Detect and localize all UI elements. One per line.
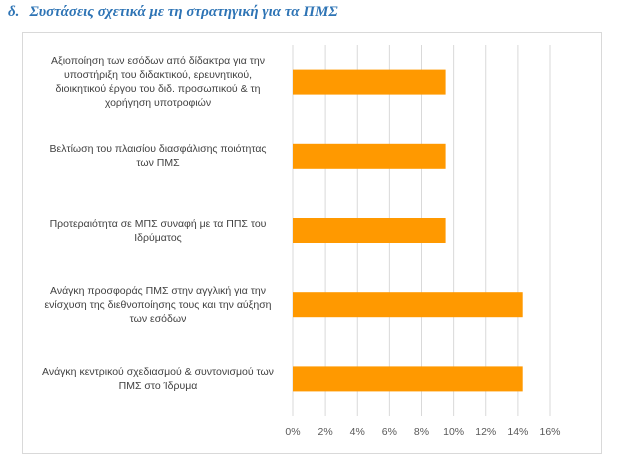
category-label: Βελτίωση του πλαισίου διασφάλισης ποιότη… (49, 143, 267, 170)
x-tick-label: 2% (317, 426, 333, 438)
bar-chart (292, 45, 551, 416)
bar (293, 366, 523, 392)
x-tick-label: 16% (539, 426, 561, 438)
bar (293, 292, 523, 318)
x-tick-label: 10% (443, 426, 465, 438)
bar (293, 143, 446, 169)
x-tick-label: 8% (413, 426, 430, 438)
x-tick-label: 6% (381, 426, 397, 438)
bar (293, 218, 446, 243)
chart-area: 0% 2% 4% 6% 8% 10% 12% 14% 16% Αξιοποίηση των εσό… (22, 32, 602, 454)
x-tick-label: 14% (507, 426, 529, 438)
bar (293, 69, 446, 95)
category-label: Αξιοποίηση των εσόδων από δίδακτρα για τ… (51, 55, 265, 110)
heading-text: Συστάσεις σχετικά με τη στρατηγική για τ… (29, 4, 338, 20)
category-label: Προτεραιότητα σε ΜΠΣ συναφή με τα ΠΠΣ το… (49, 217, 267, 244)
heading-label: δ. (8, 4, 20, 20)
category-label: Ανάγκη προσφοράς ΠΜΣ στην αγγλική για τη… (44, 284, 272, 325)
x-tick-label: 0% (285, 426, 301, 438)
category-label: Ανάγκη κεντρικού σχεδιασμού & συντονισμο… (42, 365, 274, 392)
chart-heading: δ. Συστάσεις σχετικά με τη στρατηγική για… (8, 4, 338, 21)
x-tick-label: 12% (475, 426, 497, 438)
x-tick-label: 4% (349, 426, 365, 438)
